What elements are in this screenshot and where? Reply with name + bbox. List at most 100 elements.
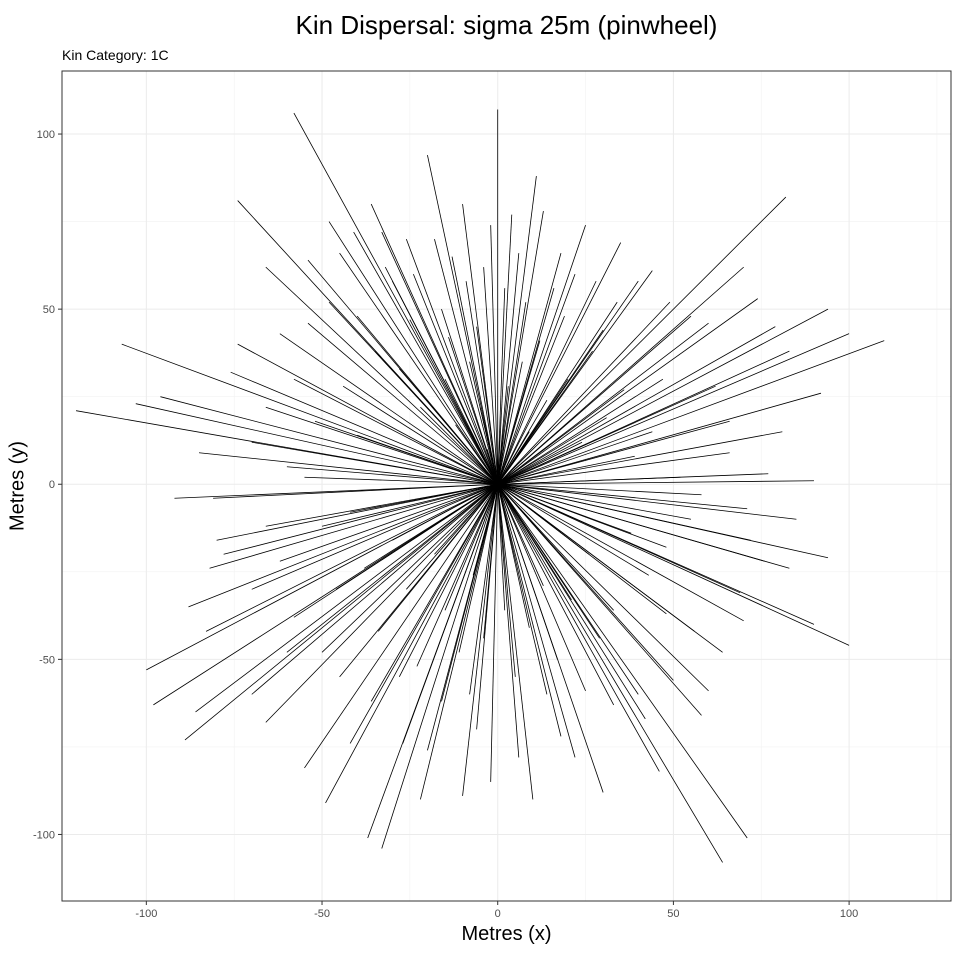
dispersal-segment <box>304 476 498 485</box>
dispersal-segment <box>497 483 748 510</box>
dispersal-segment <box>413 273 499 485</box>
dispersal-segment <box>184 483 498 741</box>
dispersal-segment <box>188 483 498 608</box>
dispersal-segment <box>420 406 498 485</box>
dispersal-segment <box>279 333 498 485</box>
dispersal-segment <box>497 431 653 485</box>
dispersal-segment <box>497 484 516 677</box>
dispersal-segment <box>293 378 498 485</box>
dispersal-segment <box>497 301 618 485</box>
dispersal-segment <box>497 484 506 611</box>
dispersal-segment <box>444 484 499 611</box>
dispersal-segment <box>497 392 822 485</box>
dispersal-segment <box>328 301 499 485</box>
dispersal-segment <box>342 385 498 485</box>
dispersal-segment <box>497 340 541 485</box>
dispersal-segment <box>265 406 498 485</box>
y-tick-label: 100 <box>37 129 55 141</box>
dispersal-segment <box>497 316 565 485</box>
major-gridlines <box>62 71 951 901</box>
dispersal-segment <box>293 112 499 485</box>
dispersal-segment <box>325 484 499 804</box>
dispersal-segment <box>205 483 498 632</box>
dispersal-segment <box>251 483 498 695</box>
dispersal-segment <box>427 154 499 485</box>
dispersal-segment <box>398 484 499 678</box>
dispersal-segment <box>497 242 622 485</box>
dispersal-segment <box>353 231 499 485</box>
dispersal-segment <box>497 441 583 485</box>
dispersal-segment <box>497 196 787 485</box>
dispersal-segment <box>497 420 730 485</box>
dispersal-segment <box>304 484 499 769</box>
dispersal-segment <box>195 483 498 713</box>
dispersal-segment <box>458 484 499 653</box>
dispersal-segment <box>497 386 509 485</box>
dispersal-segment <box>339 483 499 678</box>
dispersal-segment <box>462 204 499 485</box>
x-axis-label: Metres (x) <box>461 923 552 945</box>
dispersal-segment <box>405 238 499 485</box>
y-tick-label: 0 <box>49 479 55 491</box>
dispersal-segment <box>497 484 534 800</box>
dispersal-segment <box>497 385 716 485</box>
dispersal-segment <box>251 441 498 485</box>
dispersal-segment <box>497 224 586 485</box>
dispersal-segment <box>497 483 797 520</box>
dispersal-segment <box>497 308 829 485</box>
y-tick-label: -100 <box>33 829 55 841</box>
dispersal-segment <box>497 329 604 485</box>
dispersal-segment <box>497 483 702 716</box>
dispersal-segment <box>209 483 498 569</box>
dispersal-segment <box>497 484 520 758</box>
dispersal-segment <box>335 483 498 590</box>
dispersal-segment <box>135 403 498 485</box>
dispersal-segment <box>121 343 498 485</box>
minor-gridlines <box>62 71 951 901</box>
dispersal-segment <box>497 176 537 485</box>
dispersal-segment <box>198 452 498 485</box>
dispersal-segment <box>497 455 635 485</box>
dispersal-segment <box>420 484 499 800</box>
chart-subtitle: Kin Category: 1C <box>62 47 169 63</box>
dispersal-segment <box>455 424 499 485</box>
dispersal-segment <box>483 267 499 485</box>
dispersal-segment <box>497 483 692 520</box>
dispersal-segment <box>497 484 748 839</box>
x-tick-label: 50 <box>667 908 679 920</box>
dispersal-segment <box>497 484 548 695</box>
dispersal-segment <box>497 483 815 625</box>
dispersal-segment <box>462 484 499 796</box>
dispersal-segment <box>237 343 498 485</box>
dispersal-segment <box>286 483 498 653</box>
dispersal-segment <box>497 483 765 562</box>
dispersal-segment <box>469 484 499 695</box>
dispersal-segment <box>497 253 562 485</box>
axis-ticks: -100 -50 0 50 100 -100 -50 0 50 100 <box>33 129 858 920</box>
dispersal-segment <box>497 326 776 485</box>
dispersal-segment <box>381 231 499 485</box>
dispersal-segment <box>451 256 499 485</box>
dispersal-segment <box>497 301 671 485</box>
dispersal-segment <box>223 483 498 555</box>
dispersal-segment <box>416 484 499 667</box>
dispersal-segment <box>216 483 498 541</box>
dispersal-segment <box>321 483 498 653</box>
dispersal-segment <box>497 483 632 534</box>
dispersal-segment <box>160 396 498 485</box>
dispersal-segment <box>497 484 615 706</box>
dispersal-segment <box>328 221 499 485</box>
dispersal-segment <box>497 389 625 485</box>
dispersal-segment <box>497 253 520 485</box>
dispersal-segment <box>497 361 523 485</box>
dispersal-segment <box>392 483 498 541</box>
dispersal-segment <box>384 266 499 485</box>
dispersal-segment <box>406 483 499 590</box>
dispersal-segment <box>497 399 548 485</box>
y-tick-label: -50 <box>39 654 55 666</box>
dispersal-segment <box>153 483 498 706</box>
dispersal-segment <box>265 266 498 485</box>
x-tick-label: 0 <box>495 908 501 920</box>
dispersal-segment <box>497 211 544 485</box>
y-axis-label-wrapper: Metres (y) <box>0 0 30 960</box>
